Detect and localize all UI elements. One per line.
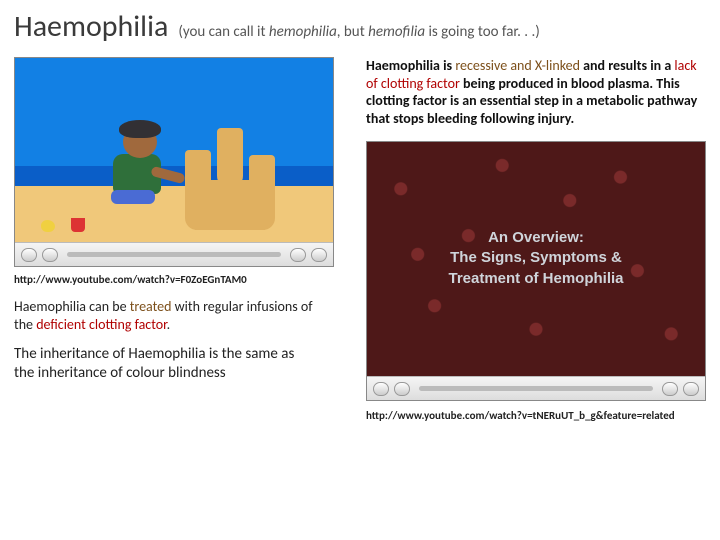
subtitle-text: (you can call it (178, 23, 269, 41)
left-column: http://www.youtube.com/watch?v=F0ZoEGnTA… (14, 51, 352, 422)
text-highlight: treated (130, 298, 172, 315)
subtitle-em1: hemophilia (269, 23, 337, 41)
fullscreen-button[interactable] (683, 382, 699, 396)
text: . (167, 316, 171, 333)
child-figure (93, 118, 183, 222)
sandcastle (185, 120, 275, 230)
video-overview[interactable]: An Overview: The Signs, Symptoms & Treat… (366, 141, 706, 401)
text: Haemophilia is (366, 57, 455, 74)
inheritance-note: The inheritance of Haemophilia is the sa… (14, 345, 314, 383)
overlay-line: An Overview: (367, 228, 705, 248)
play-button[interactable] (373, 382, 389, 396)
text: and results in a (580, 57, 674, 74)
play-button[interactable] (21, 248, 37, 262)
slide: Haemophilia (you can call it hemophilia,… (0, 0, 720, 540)
page-title: Haemophilia (14, 8, 168, 45)
video-url-1[interactable]: http://www.youtube.com/watch?v=F0ZoEGnTA… (14, 273, 352, 286)
fullscreen-button[interactable] (311, 248, 327, 262)
header: Haemophilia (you can call it hemophilia,… (14, 8, 706, 45)
columns: http://www.youtube.com/watch?v=F0ZoEGnTA… (14, 51, 706, 422)
treatment-text: Haemophilia can be treated with regular … (14, 298, 334, 333)
volume-button[interactable] (662, 382, 678, 396)
video-controls[interactable] (367, 376, 705, 400)
subtitle-text: , but (337, 23, 368, 41)
bucket-icon (71, 218, 85, 232)
progress-bar[interactable] (419, 386, 653, 391)
video-cartoon[interactable] (14, 57, 334, 267)
progress-bar[interactable] (67, 252, 281, 257)
prev-button[interactable] (42, 248, 58, 262)
duck-icon (41, 220, 55, 232)
subtitle: (you can call it hemophilia, but hemofil… (178, 23, 539, 41)
description-text: Haemophilia is recessive and X-linked an… (366, 57, 706, 127)
text: Haemophilia can be (14, 298, 130, 315)
overlay-title: An Overview: The Signs, Symptoms & Treat… (367, 228, 705, 289)
overlay-line: Treatment of Hemophilia (367, 269, 705, 289)
overlay-line: The Signs, Symptoms & (367, 248, 705, 268)
subtitle-em2: hemofilia (368, 23, 425, 41)
right-column: Haemophilia is recessive and X-linked an… (366, 51, 706, 422)
video-controls[interactable] (15, 242, 333, 266)
video-url-2[interactable]: http://www.youtube.com/watch?v=tNERuUT_b… (366, 409, 706, 422)
text-highlight: deficient clotting factor (36, 316, 166, 333)
volume-button[interactable] (290, 248, 306, 262)
prev-button[interactable] (394, 382, 410, 396)
subtitle-text: is going too far. . .) (425, 23, 540, 41)
text-highlight: recessive and X-linked (455, 57, 580, 74)
